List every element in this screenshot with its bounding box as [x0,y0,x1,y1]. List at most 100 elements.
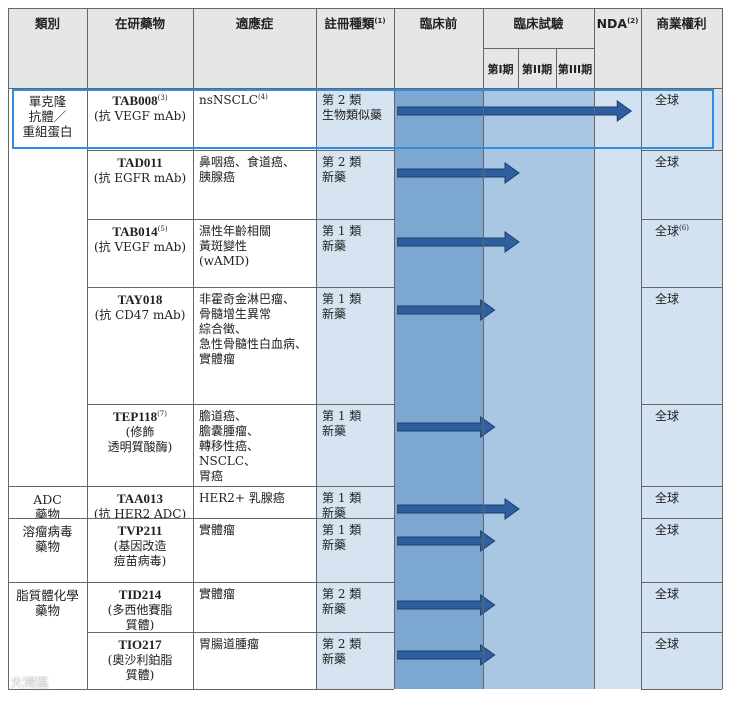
row-border [8,689,394,690]
row-border-right [641,150,722,151]
indication-text: 鼻咽癌、食道癌、 胰腺癌 [199,155,296,184]
row-border [87,150,394,151]
progress-arrow-shape [397,231,520,253]
drug-description: (修飾 透明質酸酶) [107,425,173,454]
reg-type-cell: 第 2 類 新藥 [316,582,394,632]
header-drug: 在研藥物 [87,8,193,88]
header-reg-type-label: 註冊種類 [324,16,375,31]
progress-arrow [397,100,633,122]
reg-type-cell: 第 1 類 新藥 [316,486,394,518]
progress-arrow [397,498,520,520]
rights-cell: 全球 [641,150,722,219]
reg-type-text: 第 2 類 新藥 [322,155,362,184]
watermark-text: 大灣區 [10,676,50,691]
indication-text: 胃腸道腫瘤 [199,637,260,651]
phase1-column-fill [483,88,518,689]
indication-text: 膽道癌、 膽囊腫瘤、 轉移性癌、 NSCLC、 胃癌 [199,409,260,483]
reg-type-cell: 第 2 類 新藥 [316,150,394,219]
reg-type-text: 第 1 類 新藥 [322,409,362,438]
rights-cell: 全球 [641,88,722,150]
drug-cell: TID214 (多西他賽脂 質體) [87,582,193,632]
rights-text: 全球 [655,93,680,107]
phase3-column-fill [556,88,594,689]
header-nda-label: NDA [596,16,628,31]
reg-type-column-fill [316,88,394,689]
row-border-right [641,404,722,405]
header-drug-label: 在研藥物 [114,16,165,31]
col-border [8,8,9,689]
row-border [87,632,394,633]
indication-text: nsNSCLC [199,93,258,107]
col-border [641,8,642,689]
rights-cell: 全球 [641,582,722,632]
header-nda: NDA(2) [594,8,641,88]
drug-code: TAA013 [117,491,163,506]
indication-cell: HER2+ 乳腺癌 [193,486,316,518]
reg-type-cell: 第 1 類 新藥 [316,287,394,404]
row-border [8,486,394,487]
drug-description: (抗 VEGF mAb) [93,109,187,123]
row-border-right [641,287,722,288]
watermark: 大灣區 [10,676,120,696]
indication-cell: 實體瘤 [193,518,316,582]
category-label: 溶瘤病毒 藥物 [22,524,73,554]
header-bottom-border [8,88,722,89]
progress-arrow [397,299,496,321]
header-phase1: 第I期 [483,48,518,88]
reg-type-cell: 第 1 類 新藥 [316,219,394,287]
rights-cell: 全球 [641,632,722,689]
row-border [87,219,394,220]
drug-code: TID214 [118,587,162,602]
indication-sup: (4) [257,93,268,101]
indication-text: HER2+ 乳腺癌 [199,491,285,505]
drug-cell: TAA013 (抗 HER2 ADC) [87,486,193,518]
rights-text: 全球 [655,224,680,238]
drug-description: (基因改造 痘苗病毒) [113,539,167,568]
col-border [722,8,723,689]
category-label: 單克隆 抗體／ 重組蛋白 [22,94,73,139]
header-rights-label: 商業權利 [656,16,707,31]
header-reg-type: 註冊種類(1) [316,8,394,88]
drug-code: TIO217 [118,637,162,652]
category-cell: 脂質體化學 藥物 [8,582,87,689]
category-cell: ADC 藥物 [8,486,87,518]
indication-cell: 胃腸道腫瘤 [193,632,316,689]
drug-code: TAB014 [112,224,158,239]
col-border [394,8,395,689]
drug-description: (多西他賽脂 質體) [107,603,173,632]
rights-cell: 全球 [641,486,722,518]
progress-arrow-shape [397,530,496,552]
drug-description: (抗 EGFR mAb) [93,171,187,185]
rights-text: 全球 [655,587,680,601]
rights-sup: (6) [679,224,689,232]
category-cell: 單克隆 抗體／ 重組蛋白 [8,88,87,486]
drug-code: TVP211 [117,523,163,538]
header-preclinical: 臨床前 [394,8,483,88]
row-border-right [641,582,722,583]
col-border [316,8,317,689]
reg-type-cell: 第 1 類 新藥 [316,518,394,582]
reg-type-cell: 第 2 類 生物類似藥 [316,88,394,150]
reg-type-cell: 第 2 類 新藥 [316,632,394,689]
progress-arrow [397,231,520,253]
table-top-border [8,8,722,9]
category-label: 脂質體化學 藥物 [16,588,79,618]
col-border [193,8,194,689]
drug-code: TAB008 [112,93,158,108]
rights-cell: 全球 [641,287,722,404]
drug-cell: TVP211 (基因改造 痘苗病毒) [87,518,193,582]
drug-code: TEP118 [113,409,158,424]
col-border [556,48,557,88]
progress-arrow [397,644,496,666]
reg-type-text: 第 2 類 生物類似藥 [322,93,383,122]
progress-arrow-shape [397,299,496,321]
reg-type-text: 第 1 類 新藥 [322,292,362,321]
row-border-right [641,518,722,519]
indication-text: 實體瘤 [199,587,236,601]
row-border-right [641,219,722,220]
indication-text: 實體瘤 [199,523,236,537]
progress-arrow [397,162,520,184]
drug-cell: TAB008(3) (抗 VEGF mAb) [87,88,193,150]
row-border-right [641,632,722,633]
